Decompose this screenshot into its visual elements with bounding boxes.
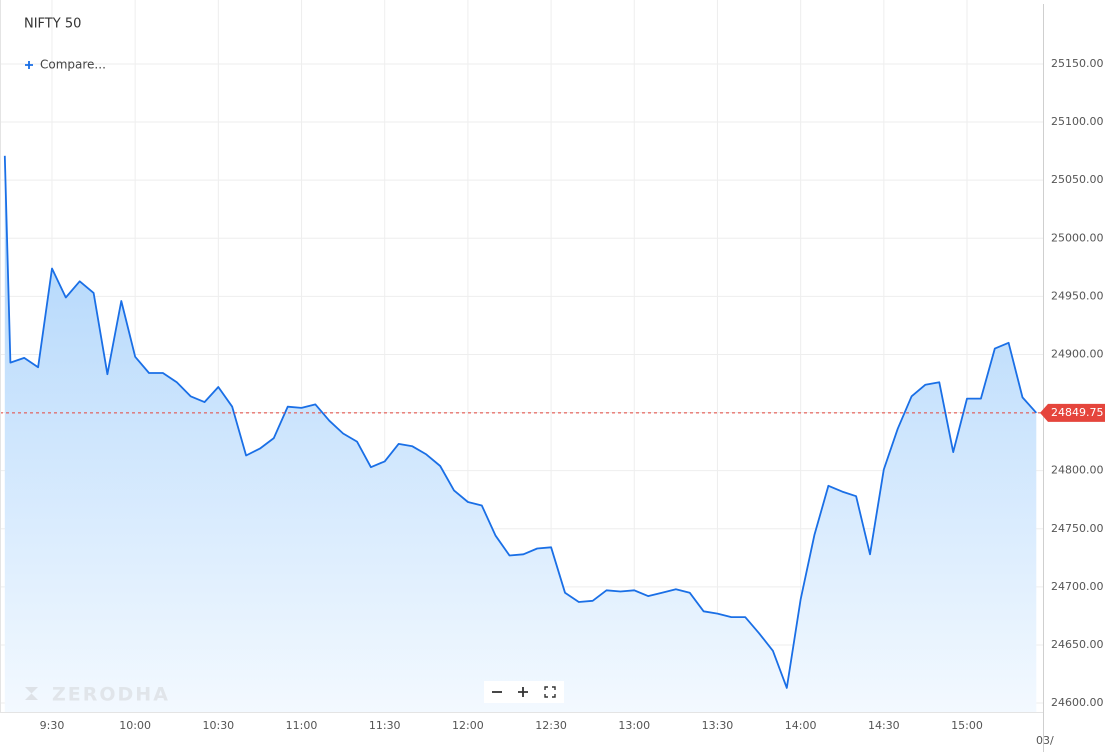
last-price-label: 24849.75 — [1051, 406, 1104, 419]
chart-title: NIFTY 50 — [24, 17, 81, 32]
y-tick-label: 25050.00 — [1051, 173, 1104, 186]
watermark-text: ZERODHA — [52, 684, 170, 706]
x-tick-label: 12:30 — [535, 719, 567, 732]
y-tick-label: 24700.00 — [1051, 580, 1104, 593]
x-tick-label: 11:00 — [286, 719, 318, 732]
x-tick-label: 13:00 — [618, 719, 650, 732]
x-tick-label: 14:30 — [868, 719, 900, 732]
zoom-in[interactable] — [518, 687, 528, 697]
area-fill — [4, 155, 1037, 713]
y-tick-label: 25000.00 — [1051, 231, 1104, 244]
last-price-tag — [1040, 403, 1105, 422]
x-tick-label: 10:00 — [119, 719, 151, 732]
x-tick-label: 10:30 — [202, 719, 234, 732]
x-tick-label: 13:30 — [702, 719, 734, 732]
y-tick-label: 24650.00 — [1051, 638, 1104, 651]
watermark: ZERODHA — [25, 684, 170, 706]
zoom-controls — [484, 681, 564, 703]
y-tick-label: 25150.00 — [1051, 57, 1104, 70]
x-tick-label: 11:30 — [369, 719, 401, 732]
y-tick-label: 25100.00 — [1051, 115, 1104, 128]
price-line — [3, 155, 1037, 689]
plot — [0, 155, 1043, 713]
y-tick-label: 24750.00 — [1051, 522, 1104, 535]
compare-button[interactable]: Compare... — [25, 58, 106, 72]
y-tick-label: 24950.00 — [1051, 289, 1104, 302]
x-tick-label: 14:00 — [785, 719, 817, 732]
y-tick-label: 24800.00 — [1051, 464, 1104, 477]
x-tick-label: 12:00 — [452, 719, 484, 732]
x-tick-label: 9:30 — [40, 719, 65, 732]
plus-icon — [25, 61, 33, 69]
watermark-logo — [25, 687, 38, 700]
y-tick-label: 24600.00 — [1051, 696, 1104, 709]
date-label: 03/ — [1036, 734, 1054, 747]
compare-label[interactable]: Compare... — [40, 58, 106, 72]
x-tick-label: 15:00 — [951, 719, 983, 732]
y-tick-label: 24900.00 — [1051, 347, 1104, 360]
fullscreen[interactable] — [544, 686, 556, 698]
